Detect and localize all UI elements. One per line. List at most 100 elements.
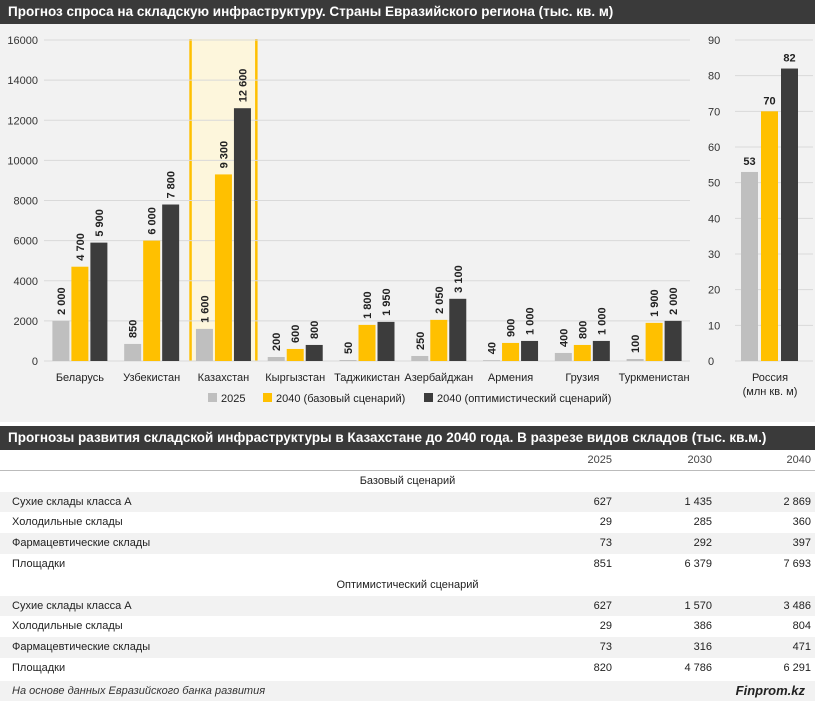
row-label: Сухие склады класса А (12, 599, 132, 612)
cell: 4 786 (684, 661, 712, 674)
data-label: 250 (415, 332, 427, 350)
table-title: Прогнозы развития складской инфраструкту… (0, 426, 815, 450)
bar (71, 266, 89, 361)
y-tick-label: 40 (708, 213, 720, 225)
bar (358, 324, 376, 361)
x-tick-label: Азербайджан (404, 372, 473, 384)
y-tick-label: 16000 (7, 35, 38, 47)
data-label: 400 (558, 329, 570, 347)
table-row: Площадки 851 6 379 7 693 (0, 554, 815, 575)
row-label: Площадки (12, 557, 66, 570)
data-label: 50 (343, 342, 355, 354)
cell: 820 (593, 661, 612, 674)
cell: 285 (693, 516, 712, 529)
footer: На основе данных Евразийского банка разв… (0, 681, 815, 701)
y-tick-label: 2000 (14, 316, 38, 328)
row-label: Сухие склады класса А (12, 495, 132, 508)
section-title: Базовый сценарий (359, 474, 456, 487)
bar (626, 358, 644, 361)
data-label: 2 000 (56, 287, 68, 315)
source-note: На основе данных Евразийского банка разв… (12, 685, 266, 697)
bar (483, 360, 501, 361)
bar (143, 240, 161, 361)
data-label: 1 900 (649, 289, 661, 317)
legend-swatch (424, 393, 433, 402)
data-label: 2 000 (668, 287, 680, 315)
cell: 6 291 (783, 661, 811, 674)
y-tick-label: 8000 (14, 196, 38, 208)
x-tick-label: Грузия (565, 372, 599, 384)
data-label: 1 000 (596, 307, 608, 335)
bar (267, 356, 285, 361)
legend-label: 2040 (оптимистический сценарий) (437, 393, 611, 405)
x-tick-label: Россия (752, 372, 788, 384)
cell: 29 (599, 620, 612, 633)
x-tick-label: Армения (488, 372, 533, 384)
y-tick-label: 10 (708, 320, 720, 332)
forecast-table: 2025 2030 2040 Базовый сценарий Сухие ск… (0, 450, 815, 679)
data-label: 6 000 (147, 207, 159, 235)
bar (339, 359, 357, 361)
data-label: 9 300 (218, 141, 230, 169)
y-tick-label: 60 (708, 142, 720, 154)
legend-label: 2040 (базовый сценарий) (276, 393, 405, 405)
data-label: 2 050 (434, 286, 446, 314)
cell: 627 (593, 599, 612, 612)
cell: 397 (792, 537, 811, 550)
bar (233, 108, 251, 362)
x-tick-label: Казахстан (198, 372, 250, 384)
data-label: 1 600 (199, 295, 211, 323)
x-tick-sublabel: (млн кв. м) (743, 386, 798, 398)
data-label: 82 (783, 53, 795, 65)
y-tick-label: 20 (708, 285, 720, 297)
table-row: Холодильные склады 29 285 360 (0, 512, 815, 533)
column-header: 2040 (786, 454, 811, 466)
brand-logo: Finprom.kz (735, 683, 805, 698)
cell: 6 379 (684, 557, 712, 570)
legend-swatch (263, 393, 272, 402)
row-label: Холодильные склады (12, 620, 123, 633)
bar (286, 348, 304, 361)
cell: 3 486 (783, 599, 811, 612)
bar (554, 352, 572, 361)
y-tick-label: 50 (708, 178, 720, 190)
data-label: 70 (763, 95, 775, 107)
y-tick-label: 12000 (7, 115, 38, 127)
bar (502, 342, 520, 361)
bar (90, 242, 108, 361)
cell: 2 869 (783, 495, 811, 508)
row-label: Холодильные склады (12, 516, 123, 529)
section-header: Оптимистический сценарий (0, 575, 815, 596)
x-tick-label: Узбекистан (123, 372, 180, 384)
table-row: Площадки 820 4 786 6 291 (0, 658, 815, 679)
cell: 1 570 (684, 599, 712, 612)
y-tick-label: 30 (708, 249, 720, 261)
bar (592, 340, 610, 361)
bar (430, 319, 448, 361)
bar (411, 355, 429, 361)
data-label: 800 (577, 321, 589, 339)
y-tick-label: 0 (708, 356, 714, 368)
bar (761, 111, 778, 361)
data-label: 600 (290, 325, 302, 343)
data-label: 5 900 (94, 209, 106, 237)
table-row: Фармацевтические склады 73 316 471 (0, 637, 815, 658)
data-label: 1 950 (381, 288, 393, 316)
bar (195, 328, 213, 361)
bar (162, 204, 180, 361)
data-label: 4 700 (75, 233, 87, 261)
data-label: 850 (128, 320, 140, 338)
bar (214, 174, 232, 361)
data-label: 53 (743, 156, 755, 168)
x-tick-label: Беларусь (56, 372, 104, 384)
section-title: Оптимистический сценарий (336, 578, 479, 591)
data-label: 1 000 (525, 307, 537, 335)
cell: 386 (693, 620, 712, 633)
x-tick-label: Таджикистан (334, 372, 400, 384)
bar (124, 343, 142, 361)
table-row: Фармацевтические склады 73 292 397 (0, 533, 815, 554)
cell: 316 (693, 641, 712, 654)
row-label: Площадки (12, 661, 66, 674)
row-label: Фармацевтические склады (12, 537, 151, 550)
